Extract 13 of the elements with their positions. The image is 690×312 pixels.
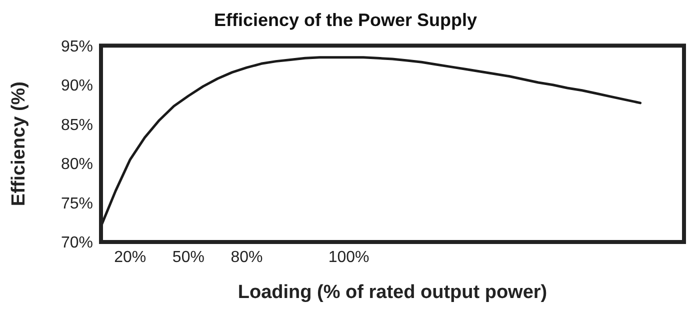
x-tick-label: 50% xyxy=(172,249,204,266)
x-tick-label: 80% xyxy=(230,249,263,266)
x-tick-label: 20% xyxy=(114,249,146,266)
y-tick-label: 80% xyxy=(60,156,93,174)
y-tick-label: 75% xyxy=(60,195,93,212)
y-tick-label: 85% xyxy=(60,116,93,134)
x-tick-label: 100% xyxy=(328,249,370,266)
x-axis-title: Loading (% of rated output power) xyxy=(238,282,548,303)
y-tick-label: 70% xyxy=(60,234,93,252)
y-axis-title: Efficiency (%) xyxy=(8,82,30,206)
y-tick-label: 95% xyxy=(60,38,93,56)
chart-title: Efficiency of the Power Supply xyxy=(214,10,478,30)
y-tick-label: 90% xyxy=(60,78,93,95)
